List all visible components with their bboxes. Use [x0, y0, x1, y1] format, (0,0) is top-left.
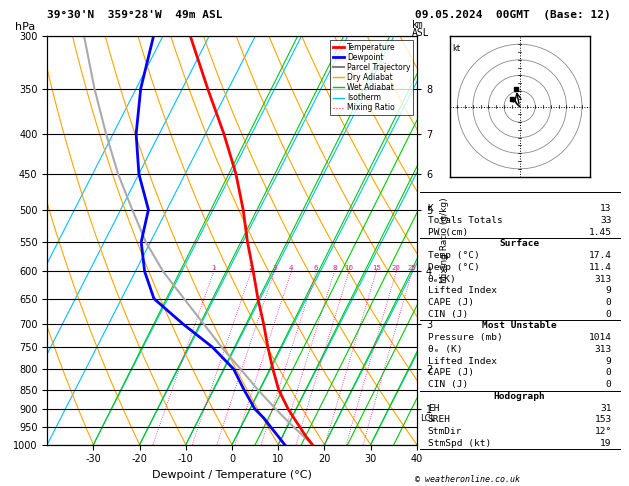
Text: θₑ (K): θₑ (K)	[428, 345, 462, 354]
Text: 4: 4	[289, 265, 294, 272]
Text: 8: 8	[332, 265, 337, 272]
Text: 19: 19	[600, 439, 611, 448]
Text: 0: 0	[606, 310, 611, 319]
Text: 1.45: 1.45	[589, 227, 611, 237]
Y-axis label: hPa: hPa	[15, 22, 35, 33]
Text: 09.05.2024  00GMT  (Base: 12): 09.05.2024 00GMT (Base: 12)	[415, 10, 611, 20]
Text: 0: 0	[606, 368, 611, 378]
Text: 17.4: 17.4	[589, 251, 611, 260]
Text: 13: 13	[600, 204, 611, 213]
Text: 15: 15	[372, 265, 381, 272]
Text: 153: 153	[594, 416, 611, 424]
Text: StmSpd (kt): StmSpd (kt)	[428, 439, 491, 448]
Text: 313: 313	[594, 345, 611, 354]
Text: Totals Totals: Totals Totals	[428, 216, 503, 225]
Text: CIN (J): CIN (J)	[428, 310, 468, 319]
Text: θₑ(K): θₑ(K)	[428, 275, 457, 283]
Text: SREH: SREH	[428, 416, 451, 424]
Text: 1014: 1014	[589, 333, 611, 342]
Text: 39°30'N  359°28'W  49m ASL: 39°30'N 359°28'W 49m ASL	[47, 10, 223, 20]
Y-axis label: Mixing Ratio (g/kg): Mixing Ratio (g/kg)	[440, 198, 450, 283]
Text: EH: EH	[428, 403, 439, 413]
Text: 31: 31	[600, 403, 611, 413]
Text: K: K	[428, 204, 433, 213]
Text: © weatheronline.co.uk: © weatheronline.co.uk	[415, 474, 520, 484]
X-axis label: Dewpoint / Temperature (°C): Dewpoint / Temperature (°C)	[152, 470, 312, 480]
Text: 33: 33	[600, 216, 611, 225]
Text: 9: 9	[606, 286, 611, 295]
Text: CAPE (J): CAPE (J)	[428, 368, 474, 378]
Text: Dewp (°C): Dewp (°C)	[428, 263, 479, 272]
Text: Most Unstable: Most Unstable	[482, 321, 557, 330]
Text: ASL: ASL	[412, 28, 430, 38]
Text: 25: 25	[408, 265, 416, 272]
Text: 2: 2	[249, 265, 253, 272]
Text: km: km	[412, 20, 424, 30]
Text: LCL: LCL	[421, 414, 436, 423]
Text: 11.4: 11.4	[589, 263, 611, 272]
Text: PW (cm): PW (cm)	[428, 227, 468, 237]
Legend: Temperature, Dewpoint, Parcel Trajectory, Dry Adiabat, Wet Adiabat, Isotherm, Mi: Temperature, Dewpoint, Parcel Trajectory…	[330, 40, 413, 115]
Text: 9: 9	[606, 357, 611, 365]
Text: Hodograph: Hodograph	[494, 392, 545, 401]
Text: 12°: 12°	[594, 427, 611, 436]
Text: 6: 6	[314, 265, 318, 272]
Text: 3: 3	[272, 265, 277, 272]
Text: 10: 10	[345, 265, 353, 272]
Text: Pressure (mb): Pressure (mb)	[428, 333, 503, 342]
Text: 1: 1	[211, 265, 216, 272]
Text: Lifted Index: Lifted Index	[428, 286, 497, 295]
Text: 0: 0	[606, 298, 611, 307]
Text: Surface: Surface	[499, 239, 540, 248]
Text: Temp (°C): Temp (°C)	[428, 251, 479, 260]
Text: CIN (J): CIN (J)	[428, 380, 468, 389]
Text: kt: kt	[453, 44, 461, 53]
Text: Lifted Index: Lifted Index	[428, 357, 497, 365]
Text: StmDir: StmDir	[428, 427, 462, 436]
Text: 20: 20	[392, 265, 401, 272]
Text: 313: 313	[594, 275, 611, 283]
Text: CAPE (J): CAPE (J)	[428, 298, 474, 307]
Text: 0: 0	[606, 380, 611, 389]
